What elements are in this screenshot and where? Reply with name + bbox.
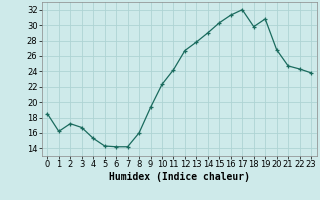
X-axis label: Humidex (Indice chaleur): Humidex (Indice chaleur) [109, 172, 250, 182]
